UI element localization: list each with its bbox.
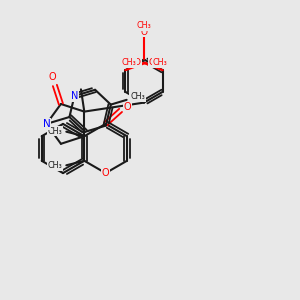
Text: O: O — [140, 28, 148, 37]
Text: O: O — [49, 73, 56, 82]
Text: CH₃: CH₃ — [136, 21, 152, 30]
Text: O: O — [123, 102, 131, 112]
Text: CH₃: CH₃ — [153, 58, 168, 67]
Text: CH₃: CH₃ — [47, 161, 62, 170]
Text: O: O — [148, 58, 156, 67]
Text: N: N — [71, 91, 78, 101]
Text: CH₃: CH₃ — [122, 58, 136, 67]
Text: CH₃: CH₃ — [130, 92, 145, 101]
Text: O: O — [102, 168, 110, 178]
Text: CH₃: CH₃ — [47, 127, 62, 136]
Text: N: N — [43, 119, 50, 129]
Text: O: O — [134, 58, 141, 67]
